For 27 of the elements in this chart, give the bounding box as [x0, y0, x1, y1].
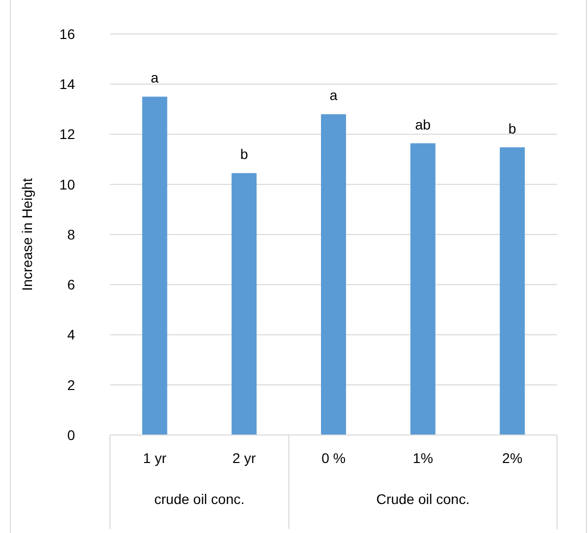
y-tick-label: 6: [67, 276, 76, 293]
bar: [142, 96, 168, 435]
y-tick-label: 0: [67, 426, 76, 443]
annotation: a: [330, 87, 338, 104]
x-tick-label: 1%: [412, 450, 434, 466]
y-tick-label: 14: [59, 76, 76, 92]
y-tick-label: 8: [67, 226, 76, 242]
y-tick-label: 4: [67, 326, 76, 343]
y-tick-label: 16: [59, 26, 76, 42]
annotation: ab: [415, 116, 431, 132]
bar: [232, 173, 257, 435]
annotation: a: [150, 70, 159, 86]
bar: [410, 143, 436, 435]
y-tick-label: 10: [59, 176, 76, 192]
y-axis-title: Increase in Height: [19, 178, 35, 291]
annotation: b: [240, 146, 248, 162]
y-tick-label: 2: [67, 376, 76, 393]
x-tick-label: 2%: [502, 450, 522, 466]
x-tick-label: 1 yr: [143, 450, 167, 466]
bar: [320, 114, 346, 435]
x-tick-label: 2 yr: [232, 450, 256, 466]
text: Crude oil conc.: [376, 491, 470, 507]
bar: [500, 147, 525, 435]
annotation: b: [508, 120, 516, 136]
text: crude oil conc.: [154, 491, 245, 507]
y-tick-label: 12: [59, 126, 76, 142]
x-tick-label: 0 %: [321, 450, 346, 466]
